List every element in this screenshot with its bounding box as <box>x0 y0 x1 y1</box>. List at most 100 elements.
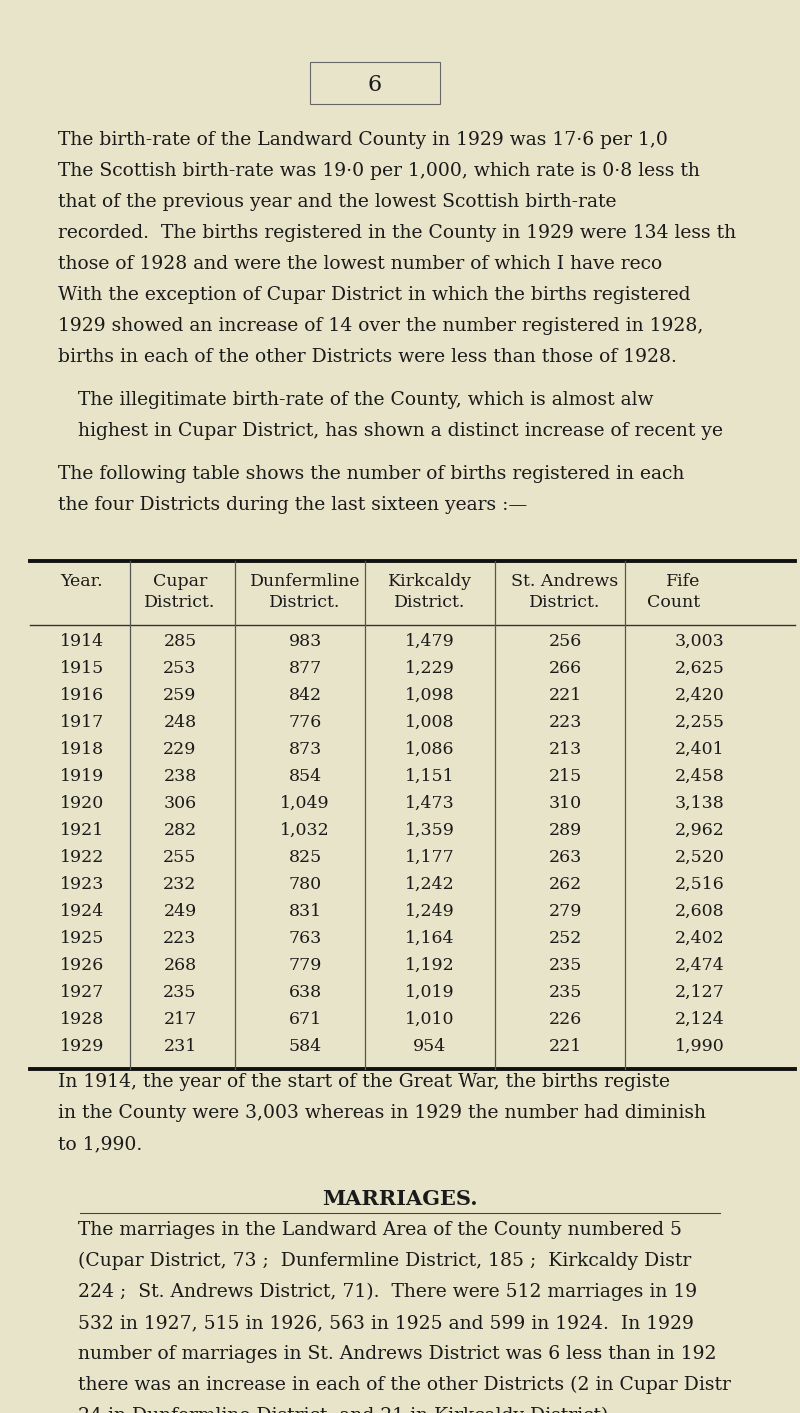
Text: 263: 263 <box>548 849 582 866</box>
Text: 1,098: 1,098 <box>405 687 455 704</box>
Text: 2,255: 2,255 <box>675 714 725 731</box>
Text: 1914: 1914 <box>60 633 104 650</box>
Text: 238: 238 <box>163 769 197 786</box>
Text: number of marriages in St. Andrews District was 6 less than in 192: number of marriages in St. Andrews Distr… <box>78 1345 717 1364</box>
Text: In 1914, the year of the start of the Great War, the births registe: In 1914, the year of the start of the Gr… <box>58 1072 670 1091</box>
Text: to 1,990.: to 1,990. <box>58 1135 142 1153</box>
Text: 671: 671 <box>289 1010 322 1029</box>
Text: The illegitimate birth-rate of the County, which is almost alw: The illegitimate birth-rate of the Count… <box>78 391 654 408</box>
Text: 2,401: 2,401 <box>675 740 725 757</box>
Text: 262: 262 <box>548 876 582 893</box>
Text: 249: 249 <box>163 903 197 920</box>
Text: 215: 215 <box>548 769 582 786</box>
Text: 252: 252 <box>548 930 582 947</box>
Text: 6: 6 <box>368 73 382 96</box>
Text: 310: 310 <box>549 796 582 812</box>
Text: 779: 779 <box>288 957 322 974</box>
Text: the four Districts during the last sixteen years :—: the four Districts during the last sixte… <box>58 496 527 514</box>
Text: 873: 873 <box>288 740 322 757</box>
Text: 224 ;  St. Andrews District, 71).  There were 512 marriages in 19: 224 ; St. Andrews District, 71). There w… <box>78 1283 697 1301</box>
Text: 1,242: 1,242 <box>405 876 455 893</box>
Text: 3,003: 3,003 <box>675 633 725 650</box>
Text: 1925: 1925 <box>60 930 104 947</box>
Text: highest in Cupar District, has shown a distinct increase of recent ye: highest in Cupar District, has shown a d… <box>78 422 723 439</box>
Text: 255: 255 <box>163 849 197 866</box>
Text: 763: 763 <box>288 930 322 947</box>
Text: 831: 831 <box>289 903 322 920</box>
Text: 223: 223 <box>163 930 197 947</box>
Text: 877: 877 <box>288 660 322 677</box>
Text: 235: 235 <box>163 983 197 1000</box>
Text: 1,086: 1,086 <box>406 740 454 757</box>
Text: in the County were 3,003 whereas in 1929 the number had diminish: in the County were 3,003 whereas in 1929… <box>58 1104 706 1122</box>
Text: 279: 279 <box>548 903 582 920</box>
Text: 1,008: 1,008 <box>406 714 454 731</box>
Text: MARRIAGES.: MARRIAGES. <box>322 1188 478 1210</box>
Text: 285: 285 <box>163 633 197 650</box>
Text: 1,359: 1,359 <box>405 822 455 839</box>
Text: The marriages in the Landward Area of the County numbered 5: The marriages in the Landward Area of th… <box>78 1221 682 1239</box>
Text: 235: 235 <box>548 983 582 1000</box>
Text: 259: 259 <box>163 687 197 704</box>
Text: 231: 231 <box>163 1039 197 1056</box>
Text: 253: 253 <box>163 660 197 677</box>
Text: The following table shows the number of births registered in each: The following table shows the number of … <box>58 465 684 483</box>
Text: 2,124: 2,124 <box>675 1010 725 1029</box>
Text: 1,192: 1,192 <box>405 957 455 974</box>
Text: 1921: 1921 <box>60 822 104 839</box>
Text: 221: 221 <box>548 1039 582 1056</box>
Text: (Cupar District, 73 ;  Dunfermline District, 185 ;  Kirkcaldy Distr: (Cupar District, 73 ; Dunfermline Distri… <box>78 1252 691 1270</box>
Text: Fife
Count: Fife Count <box>647 574 700 610</box>
Text: 638: 638 <box>289 983 322 1000</box>
Text: 2,516: 2,516 <box>675 876 725 893</box>
Text: 1915: 1915 <box>60 660 104 677</box>
Text: 1919: 1919 <box>60 769 104 786</box>
Text: 825: 825 <box>288 849 322 866</box>
Text: 1,229: 1,229 <box>405 660 455 677</box>
Text: 1,473: 1,473 <box>405 796 455 812</box>
Text: births in each of the other Districts were less than those of 1928.: births in each of the other Districts we… <box>58 348 677 366</box>
Text: 226: 226 <box>548 1010 582 1029</box>
Text: 1,019: 1,019 <box>405 983 455 1000</box>
Text: Cupar
District.: Cupar District. <box>144 574 216 610</box>
Text: 221: 221 <box>548 687 582 704</box>
Text: 1,010: 1,010 <box>406 1010 454 1029</box>
Text: 1,049: 1,049 <box>280 796 330 812</box>
Text: 2,608: 2,608 <box>675 903 725 920</box>
Text: 1917: 1917 <box>60 714 104 731</box>
Text: The Scottish birth-rate was 19·0 per 1,000, which rate is 0·8 less th: The Scottish birth-rate was 19·0 per 1,0… <box>58 162 700 179</box>
Text: Kirkcaldy
District.: Kirkcaldy District. <box>388 574 472 610</box>
Text: 584: 584 <box>289 1039 322 1056</box>
Text: 1929: 1929 <box>60 1039 104 1056</box>
Text: 1,249: 1,249 <box>405 903 455 920</box>
Text: 232: 232 <box>163 876 197 893</box>
Text: 983: 983 <box>288 633 322 650</box>
Text: 1924: 1924 <box>60 903 104 920</box>
Text: 2,625: 2,625 <box>675 660 725 677</box>
Text: 2,520: 2,520 <box>675 849 725 866</box>
Bar <box>310 62 440 105</box>
Text: 235: 235 <box>548 957 582 974</box>
Text: 256: 256 <box>548 633 582 650</box>
Text: 213: 213 <box>548 740 582 757</box>
Text: With the exception of Cupar District in which the births registered: With the exception of Cupar District in … <box>58 285 690 304</box>
Text: 266: 266 <box>549 660 582 677</box>
Text: 776: 776 <box>288 714 322 731</box>
Text: 3,138: 3,138 <box>675 796 725 812</box>
Text: 24 in Dunfermline District, and 21 in Kirkcaldy District).: 24 in Dunfermline District, and 21 in Ki… <box>78 1407 614 1413</box>
Text: recorded.  The births registered in the County in 1929 were 134 less th: recorded. The births registered in the C… <box>58 225 736 242</box>
Text: 2,420: 2,420 <box>675 687 725 704</box>
Text: 2,962: 2,962 <box>675 822 725 839</box>
Text: 1928: 1928 <box>60 1010 104 1029</box>
Text: 780: 780 <box>289 876 322 893</box>
Text: 2,127: 2,127 <box>675 983 725 1000</box>
Text: 2,474: 2,474 <box>675 957 725 974</box>
Text: 1920: 1920 <box>60 796 104 812</box>
Text: 532 in 1927, 515 in 1926, 563 in 1925 and 599 in 1924.  In 1929: 532 in 1927, 515 in 1926, 563 in 1925 an… <box>78 1314 694 1332</box>
Text: 842: 842 <box>289 687 322 704</box>
Text: 1,990: 1,990 <box>675 1039 725 1056</box>
Text: 1,032: 1,032 <box>280 822 330 839</box>
Text: St. Andrews
District.: St. Andrews District. <box>511 574 618 610</box>
Text: 268: 268 <box>163 957 197 974</box>
Text: that of the previous year and the lowest Scottish birth-rate: that of the previous year and the lowest… <box>58 194 617 211</box>
